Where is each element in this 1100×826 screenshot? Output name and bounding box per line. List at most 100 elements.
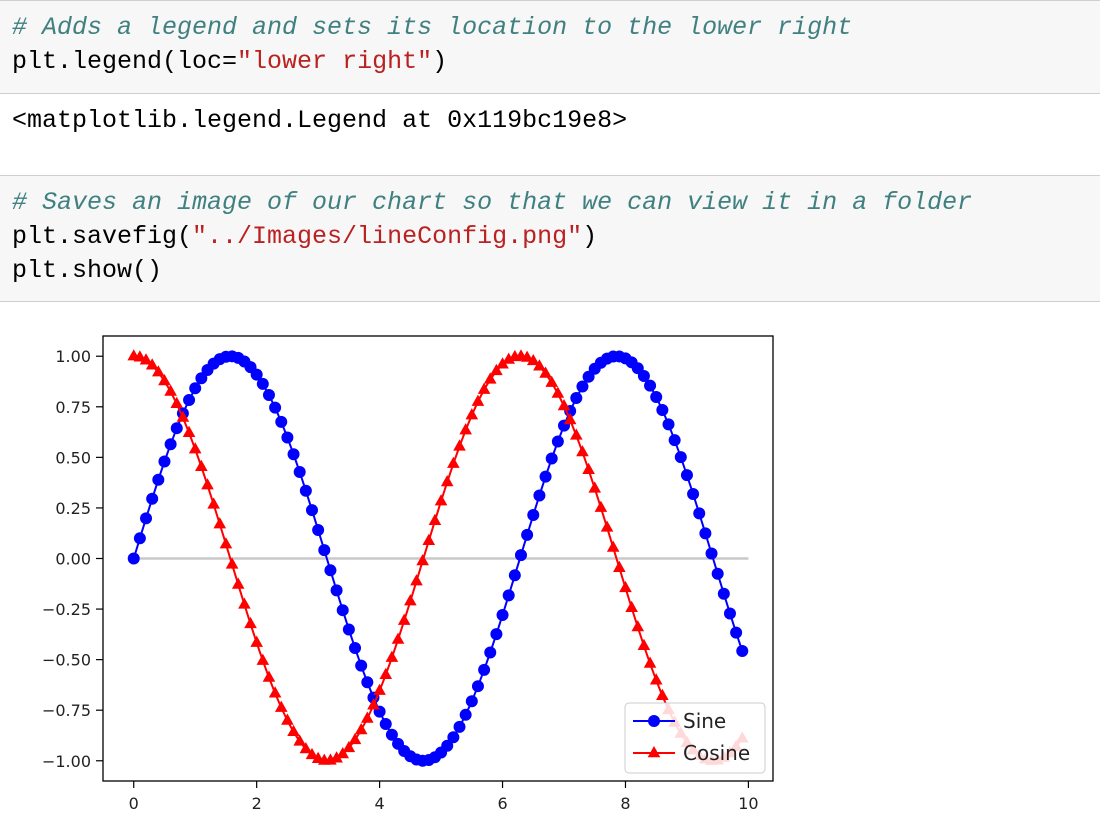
cosine-point: [422, 533, 436, 546]
cosine-point: [342, 740, 356, 753]
cosine-point: [213, 517, 227, 529]
sine-point: [379, 718, 392, 731]
sine-point: [644, 379, 657, 392]
cosine-point: [551, 386, 565, 398]
x-tick-label: 0: [129, 794, 139, 810]
x-tick-label: 4: [375, 794, 385, 810]
cell-output-text: <matplotlib.legend.Legend at 0x119bc19e8…: [12, 106, 628, 135]
y-tick-label: 0.25: [55, 499, 91, 518]
sine-point: [349, 642, 362, 655]
sine-point: [521, 528, 534, 541]
sine-point: [183, 394, 196, 407]
sine-point: [680, 469, 693, 482]
cosine-point: [250, 635, 263, 647]
x-tick-label: 8: [620, 794, 630, 810]
sine-point: [527, 508, 540, 521]
x-tick-label: 2: [252, 794, 262, 810]
cosine-point: [539, 366, 552, 378]
sine-point: [668, 434, 681, 447]
cosine-point: [453, 439, 466, 451]
code-closing-paren: ): [582, 222, 598, 251]
cosine-point: [404, 594, 417, 606]
code-line-show-call: plt.show(): [12, 254, 1100, 288]
cosine-point: [164, 384, 177, 396]
code-string-literal: "../Images/lineConfig.png": [192, 222, 583, 251]
cosine-point: [563, 413, 577, 425]
code-cell-savefig[interactable]: # Saves an image of our chart so that we…: [0, 175, 1100, 302]
sine-point: [465, 695, 478, 708]
sine-point: [576, 380, 589, 393]
cosine-point: [496, 357, 509, 369]
code-line-legend-call: plt.legend(loc="lower right"): [12, 45, 1100, 79]
cosine-point: [545, 375, 559, 387]
cosine-point: [231, 577, 245, 589]
sine-point: [693, 507, 706, 520]
cosine-point: [207, 497, 220, 509]
sine-point: [269, 401, 282, 414]
cosine-point: [471, 394, 485, 406]
cosine-point: [176, 410, 190, 422]
cosine-point: [447, 456, 460, 468]
code-line-savefig-call: plt.savefig("../Images/lineConfig.png"): [12, 220, 1100, 254]
sine-point: [545, 452, 558, 465]
sine-point: [133, 532, 146, 545]
cosine-point: [625, 600, 638, 612]
y-tick-label: 0.75: [55, 398, 91, 417]
cosine-point: [490, 363, 503, 376]
cosine-point: [145, 358, 159, 370]
sine-point: [355, 659, 368, 672]
sine-point: [656, 403, 669, 416]
y-tick-label: 0.50: [55, 448, 91, 467]
sine-point: [551, 435, 564, 448]
cosine-point: [570, 428, 583, 440]
sine-point: [502, 589, 515, 602]
cosine-point: [520, 350, 534, 362]
y-tick-label: −1.00: [42, 752, 91, 771]
code-closing-paren: ): [432, 47, 448, 76]
cosine-point: [643, 656, 657, 668]
sine-point: [262, 388, 275, 401]
cosine-point: [188, 442, 202, 454]
x-axis: 0 2 4 6 8 10: [129, 781, 759, 810]
legend-entry-cosine: Cosine: [633, 741, 750, 765]
sine-point: [533, 489, 546, 502]
code-cell-legend[interactable]: # Adds a legend and sets its location to…: [0, 0, 1100, 94]
cosine-point: [656, 688, 669, 700]
sine-point: [508, 569, 521, 582]
sine-point: [441, 739, 454, 752]
sine-point: [146, 492, 159, 505]
cosine-point: [281, 713, 294, 725]
cosine-point: [526, 353, 540, 366]
cosine-point: [619, 580, 632, 593]
cosine-point: [287, 724, 300, 737]
sine-point: [256, 377, 269, 390]
cosine-point: [533, 359, 546, 371]
series-cosine: [127, 349, 749, 765]
cosine-point: [410, 574, 423, 586]
legend-marker: [647, 746, 661, 758]
cosine-point: [373, 683, 386, 695]
sine-point: [293, 466, 306, 479]
cosine-point: [361, 711, 374, 723]
sine-point: [723, 607, 736, 620]
code-savefig-call: plt.savefig(: [12, 222, 193, 251]
legend-label: Cosine: [683, 741, 750, 765]
cosine-point: [354, 723, 368, 735]
sine-point: [324, 564, 337, 577]
cosine-point: [225, 557, 239, 569]
cosine-point: [385, 650, 399, 662]
sine-point: [478, 663, 491, 676]
cosine-point: [219, 537, 233, 549]
sine-point: [299, 484, 312, 497]
sine-point: [674, 451, 687, 464]
cosine-point: [637, 638, 651, 650]
cosine-point: [158, 373, 171, 386]
sine-point: [330, 584, 343, 597]
cosine-point: [256, 653, 270, 665]
cosine-point: [582, 462, 595, 474]
sine-point: [127, 552, 140, 565]
cosine-point: [600, 520, 614, 532]
cosine-point: [152, 365, 165, 377]
cosine-point: [293, 734, 306, 746]
sine-point: [158, 455, 171, 468]
